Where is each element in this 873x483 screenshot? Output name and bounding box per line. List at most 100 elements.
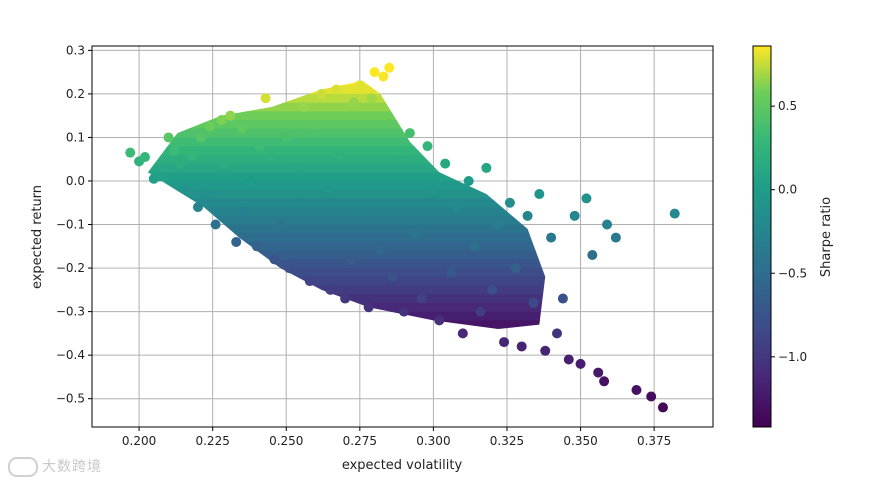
scatter-point-32	[298, 101, 309, 112]
scatter-point-52	[387, 271, 398, 282]
scatter-point-48	[369, 67, 380, 78]
scatter-point-8	[181, 184, 192, 195]
density-band	[147, 215, 546, 226]
scatter-point-14	[210, 219, 221, 230]
scatter-point-5	[163, 132, 174, 143]
colorbar-tick-label-3: −1.0	[778, 350, 807, 364]
x-tick-label-5: 0.325	[490, 434, 524, 448]
density-band	[147, 146, 546, 156]
scatter-point-4	[154, 171, 165, 182]
scatter-point-81	[557, 293, 568, 304]
scatter-point-51	[384, 62, 395, 73]
scatter-point-35	[313, 232, 324, 243]
scatter-point-45	[357, 206, 368, 217]
scatter-point-61	[440, 158, 451, 169]
scatter-point-24	[260, 93, 271, 104]
scatter-point-87	[593, 367, 604, 378]
scatter-point-78	[540, 345, 551, 356]
y-tick-label-3: 0.0	[66, 174, 85, 188]
scatter-point-28	[281, 132, 292, 143]
density-band	[147, 285, 546, 295]
scatter-point-71	[499, 337, 510, 348]
scatter-point-58	[422, 141, 433, 152]
y-tick-label-8: −0.5	[56, 392, 85, 406]
scatter-point-72	[504, 197, 515, 208]
watermark-logo-icon	[8, 457, 38, 477]
density-band	[147, 207, 546, 217]
scatter-point-67	[475, 306, 486, 317]
density-band	[147, 189, 546, 199]
scatter-point-56	[410, 228, 421, 239]
scatter-point-31	[293, 197, 304, 208]
density-band	[147, 172, 546, 182]
density-band	[147, 276, 546, 286]
scatter-point-93	[657, 402, 668, 413]
x-tick-label-6: 0.350	[563, 434, 597, 448]
scatter-point-80	[552, 328, 563, 339]
scatter-point-62	[446, 267, 457, 278]
scatter-point-88	[599, 376, 610, 387]
density-band	[147, 111, 546, 121]
scatter-point-13	[204, 121, 215, 132]
scatter-point-27	[275, 219, 286, 230]
density-band	[147, 163, 546, 173]
y-tick-label-6: −0.3	[56, 305, 85, 319]
scatter-point-83	[569, 210, 580, 221]
scatter-point-90	[610, 232, 621, 243]
density-band	[147, 102, 546, 112]
density-band	[147, 180, 546, 191]
scatter-point-57	[416, 293, 427, 304]
scatter-point-42	[345, 254, 356, 265]
scatter-point-43	[348, 97, 359, 108]
x-tick-label-0: 0.200	[122, 434, 156, 448]
x-axis-ticks: 0.200 0.225 0.250 0.275 0.300 0.325 0.350 0.375	[122, 427, 671, 448]
density-band	[147, 93, 546, 104]
x-axis-label: expected volatility	[342, 458, 463, 473]
scatter-point-25	[266, 154, 277, 165]
y-tick-label-0: 0.3	[66, 43, 85, 57]
density-band	[147, 85, 546, 95]
scatter-point-60	[434, 315, 445, 326]
scatter-point-36	[316, 88, 327, 99]
scatter-point-55	[404, 128, 415, 139]
scatter-point-68	[481, 162, 492, 173]
scatter-point-46	[363, 302, 374, 313]
scatter-point-29	[284, 263, 295, 274]
scatter-point-91	[631, 384, 642, 395]
y-tick-label-4: −0.1	[56, 218, 85, 232]
scatter-point-18	[231, 236, 242, 247]
y-tick-label-7: −0.4	[56, 348, 85, 362]
scatter-point-15	[216, 115, 227, 126]
plot-frame	[91, 45, 714, 428]
scatter-point-73	[510, 263, 521, 274]
scatter-point-85	[581, 193, 592, 204]
scatter-point-65	[463, 175, 474, 186]
scatter-point-7	[175, 158, 186, 169]
scatter-point-40	[334, 149, 345, 160]
scatter-point-86	[587, 250, 598, 261]
x-tick-label-7: 0.375	[637, 434, 671, 448]
scatter-point-53	[393, 154, 404, 165]
y-axis-label: expected return	[30, 185, 45, 289]
density-band	[147, 250, 546, 260]
watermark-text: 大数跨境	[42, 459, 102, 475]
scatter-point-94	[669, 208, 680, 219]
scatter-point-70	[493, 219, 504, 230]
y-tick-label-1: 0.2	[66, 87, 85, 101]
density-band	[147, 137, 546, 147]
density-band	[147, 154, 546, 165]
colorbar-tick-label-0: 0.5	[778, 99, 797, 113]
scatter-point-30	[290, 162, 301, 173]
scatter-point-64	[457, 328, 468, 339]
watermark: 大数跨境	[8, 456, 102, 477]
density-band	[147, 259, 546, 269]
density-band	[147, 224, 546, 234]
scatter-point-89	[602, 219, 613, 230]
scatter-point-76	[528, 297, 539, 308]
scatter-point-33	[304, 276, 315, 287]
scatter-point-2	[139, 152, 150, 163]
colorbar	[752, 45, 772, 428]
scatter-point-21	[245, 175, 256, 186]
scatter-point-16	[219, 158, 230, 169]
scatter-point-9	[187, 149, 198, 160]
